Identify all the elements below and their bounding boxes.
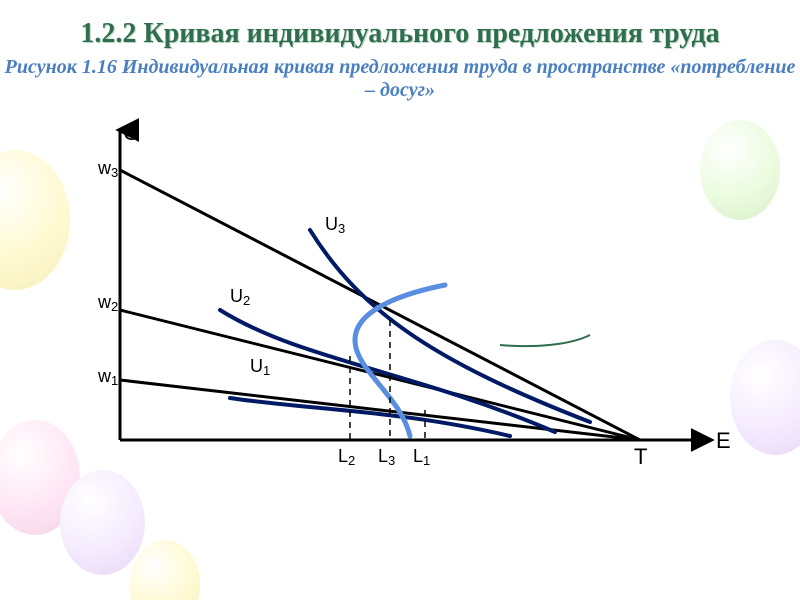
budget-label-w3: w3 <box>97 158 118 180</box>
slide-subtitle: Рисунок 1.16 Индивидуальная кривая предл… <box>0 56 800 102</box>
budget-label-w2: w2 <box>97 292 118 314</box>
t-point-label: T <box>634 444 647 469</box>
labor-supply-chart: C Ew1 w2 w3 U1 U2 U3 L2 L3 L1 T <box>50 110 750 490</box>
decorative-mark <box>500 335 590 346</box>
tick-label-L2: L2 <box>338 446 355 468</box>
indiff-curve-U1 <box>230 398 510 436</box>
budget-line-w2 <box>120 310 640 440</box>
tick-label-L1: L1 <box>413 446 430 468</box>
indiff-label-U1: U1 <box>250 356 270 378</box>
slide-title: 1.2.2 Кривая индивидуального предложения… <box>0 0 800 50</box>
indiff-label-U3: U3 <box>325 214 345 236</box>
x-axis-label: E <box>716 428 731 453</box>
indiff-label-U2: U2 <box>230 286 250 308</box>
tick-label-L3: L3 <box>378 446 395 468</box>
y-axis-label: C <box>123 120 139 145</box>
budget-label-w1: w1 <box>97 366 118 388</box>
